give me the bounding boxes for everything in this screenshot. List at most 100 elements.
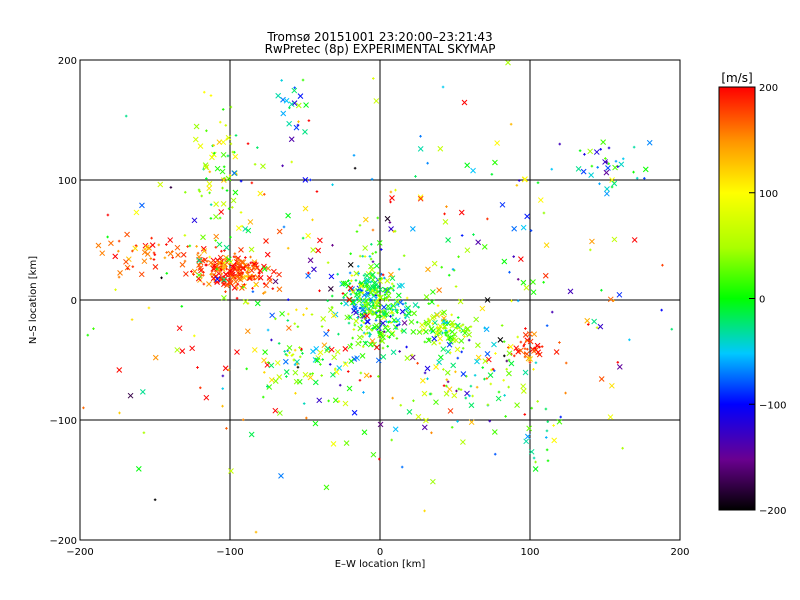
point-x-marker — [514, 402, 520, 408]
point-plus-marker — [284, 352, 288, 356]
point-x-marker — [369, 266, 375, 273]
point-plus-marker — [519, 340, 523, 344]
point-plus-marker — [534, 460, 537, 464]
point-plus-marker — [208, 255, 212, 259]
point-plus-marker — [544, 407, 548, 411]
point-plus-marker — [379, 314, 383, 318]
point-plus-marker — [280, 79, 283, 82]
point-plus-marker — [586, 323, 590, 326]
point-x-marker — [415, 413, 422, 420]
point-x-marker — [611, 236, 618, 243]
point-x-marker — [180, 251, 187, 258]
point-plus-marker — [494, 352, 497, 355]
point-x-marker — [286, 345, 293, 351]
point-x-marker — [526, 331, 533, 337]
point-x-marker — [421, 390, 428, 397]
point-x-marker — [353, 292, 360, 298]
point-x-marker — [242, 298, 249, 305]
point-x-marker — [197, 265, 204, 271]
point-plus-marker — [216, 280, 220, 284]
point-x-marker — [286, 325, 292, 331]
point-plus-marker — [599, 147, 602, 151]
point-x-marker — [116, 367, 123, 373]
point-plus-marker — [186, 245, 189, 248]
point-plus-marker — [442, 368, 445, 371]
point-x-marker — [132, 245, 139, 252]
point-x-marker — [434, 330, 440, 336]
point-x-marker — [315, 247, 322, 254]
point-x-marker — [458, 209, 465, 216]
point-x-marker — [376, 240, 383, 246]
point-plus-marker — [616, 361, 620, 364]
point-plus-marker — [457, 255, 460, 259]
point-x-marker — [274, 360, 281, 366]
point-plus-marker — [359, 371, 363, 375]
point-plus-marker — [632, 170, 635, 174]
point-plus-marker — [376, 271, 380, 275]
point-plus-marker — [364, 340, 368, 344]
point-plus-marker — [309, 178, 312, 182]
point-x-marker — [506, 370, 512, 377]
point-plus-marker — [349, 252, 352, 256]
point-x-marker — [276, 228, 283, 235]
point-plus-marker — [367, 331, 371, 335]
point-plus-marker — [502, 340, 506, 343]
point-x-marker — [385, 292, 392, 299]
point-x-marker — [367, 341, 374, 348]
point-plus-marker — [397, 267, 401, 271]
point-x-marker — [530, 279, 536, 285]
point-x-marker — [346, 385, 353, 392]
point-plus-marker — [428, 392, 432, 396]
point-x-marker — [370, 451, 377, 458]
point-plus-marker — [628, 338, 631, 342]
y-tick-label: 100 — [58, 176, 77, 187]
point-x-marker — [223, 254, 229, 261]
point-plus-marker — [375, 288, 378, 291]
point-x-marker — [464, 162, 471, 169]
point-plus-marker — [188, 244, 192, 248]
point-plus-marker — [377, 301, 381, 304]
point-x-marker — [377, 330, 384, 337]
point-plus-marker — [371, 293, 375, 297]
point-x-marker — [307, 374, 314, 381]
point-plus-marker — [286, 319, 290, 322]
point-plus-marker — [500, 324, 504, 327]
point-x-marker — [417, 194, 424, 200]
point-x-marker — [430, 478, 436, 485]
point-plus-marker — [621, 446, 624, 450]
point-x-marker — [268, 362, 275, 369]
point-x-marker — [423, 294, 430, 300]
point-x-marker — [361, 429, 368, 436]
point-x-marker — [481, 244, 488, 250]
point-plus-marker — [330, 305, 334, 309]
point-plus-marker — [394, 188, 397, 192]
point-plus-marker — [293, 363, 297, 367]
y-tick-label: −100 — [50, 416, 77, 427]
point-plus-marker — [82, 406, 85, 410]
point-x-marker — [443, 390, 450, 397]
point-x-marker — [225, 175, 232, 182]
point-x-marker — [257, 274, 264, 281]
point-plus-marker — [337, 400, 341, 403]
point-x-marker — [373, 344, 380, 351]
point-plus-marker — [226, 154, 230, 158]
point-plus-marker — [106, 235, 109, 239]
point-x-marker — [383, 296, 390, 302]
point-x-marker — [458, 338, 465, 344]
point-x-marker — [213, 213, 219, 220]
point-x-marker — [537, 197, 544, 203]
point-x-marker — [167, 237, 174, 243]
point-x-marker — [428, 326, 435, 332]
point-plus-marker — [251, 287, 254, 290]
point-plus-marker — [221, 387, 225, 390]
point-plus-marker — [395, 320, 399, 323]
point-plus-marker — [388, 336, 391, 339]
point-x-marker — [395, 292, 402, 299]
point-x-marker — [225, 134, 232, 141]
point-plus-marker — [443, 326, 447, 330]
point-x-marker — [485, 356, 492, 363]
point-x-marker — [411, 310, 417, 317]
point-plus-marker — [450, 425, 454, 429]
point-plus-marker — [291, 353, 295, 356]
point-plus-marker — [302, 402, 306, 405]
